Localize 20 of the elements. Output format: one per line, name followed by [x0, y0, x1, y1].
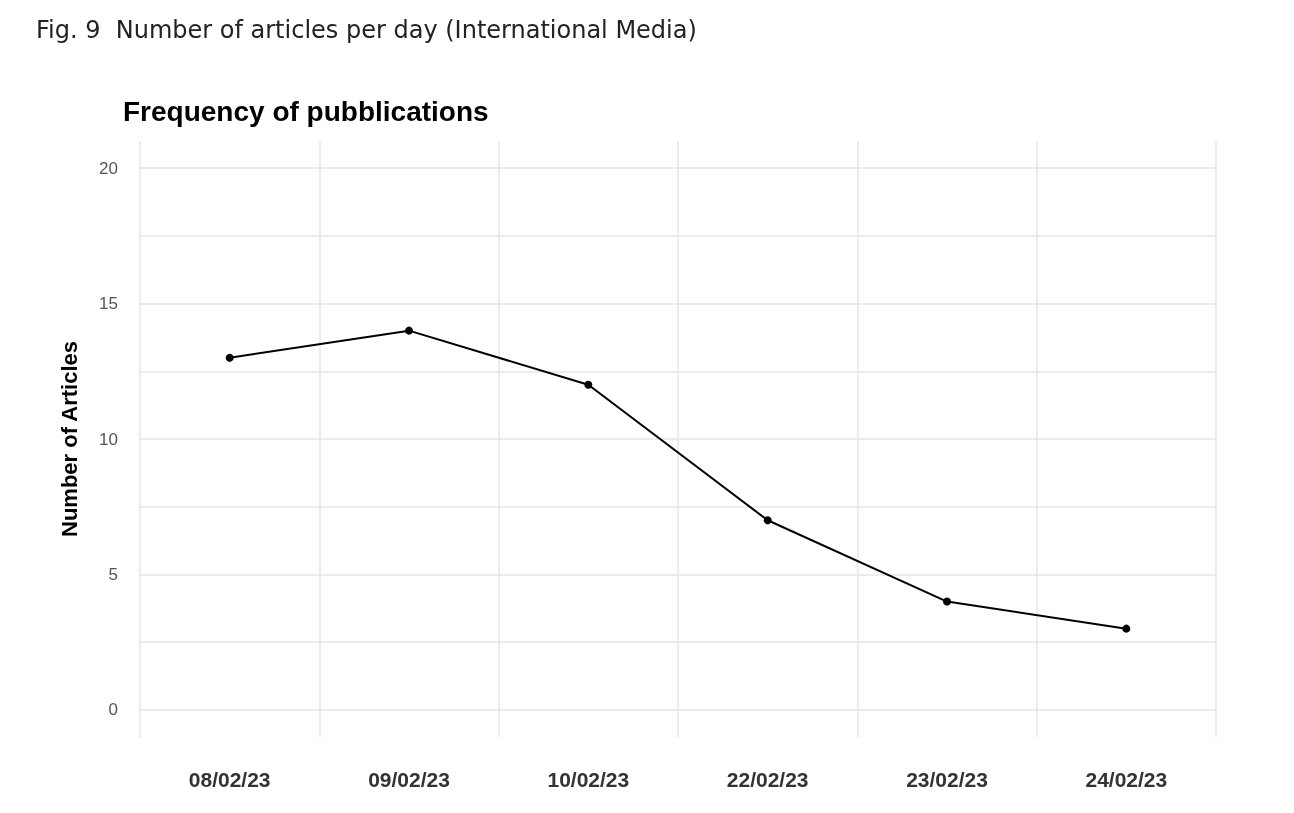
x-tick-label: 09/02/23 — [368, 768, 450, 791]
y-tick-label: 20 — [99, 158, 118, 178]
x-tick-label: 08/02/23 — [188, 768, 271, 791]
x-tick-label: 22/02/23 — [726, 768, 809, 791]
y-axis-title: Number of Articles — [56, 340, 82, 538]
point — [1122, 624, 1131, 633]
y-tick-label: 15 — [99, 294, 118, 314]
point — [225, 353, 234, 362]
y-tick-label: 0 — [108, 700, 118, 720]
caption: Fig. 9 Number of articles per day (International Media) — [36, 16, 697, 44]
x-tick-label: 24/02/23 — [1085, 768, 1168, 791]
point — [584, 380, 593, 389]
point — [763, 516, 772, 525]
y-tick-label: 10 — [99, 429, 118, 449]
x-tick-label: 10/02/23 — [547, 768, 630, 791]
y-tick-label: 5 — [108, 564, 118, 584]
chart-title: Frequency of pubblications — [123, 95, 489, 127]
point — [943, 597, 951, 606]
point — [405, 326, 413, 335]
x-tick-label: 23/02/23 — [906, 768, 988, 791]
